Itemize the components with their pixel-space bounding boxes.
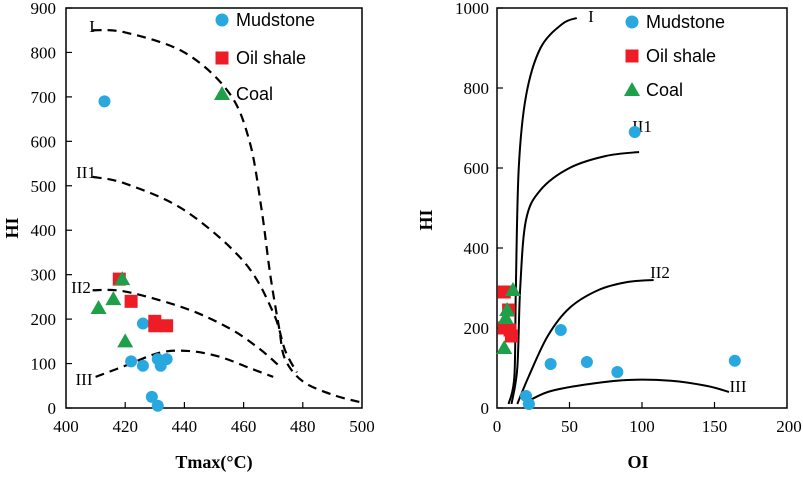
tmax-hi-chart: I II1 II2 III 0 100 200 300 400 500 600 700 800 900 4… — [2, 0, 375, 473]
y-tick-label: 400 — [464, 239, 490, 258]
legend-label: Mudstone — [236, 10, 315, 30]
y-tick-label: 200 — [31, 310, 57, 329]
coal-point — [105, 291, 122, 306]
y-tick-label: 300 — [31, 266, 57, 285]
x-tick-label: 440 — [172, 417, 198, 436]
y-tick-label: 600 — [464, 159, 490, 178]
left-y-axis-label: HI — [2, 217, 22, 238]
legend-label: Oil shale — [646, 46, 716, 66]
curve-label: III — [730, 377, 747, 396]
mudstone-point — [580, 356, 593, 368]
legend-oil-shale-marker — [215, 51, 229, 65]
x-tick-label: 400 — [53, 417, 79, 436]
boundary-curve-i — [507, 17, 578, 405]
legend-label: Coal — [236, 84, 273, 104]
x-tick-label: 200 — [776, 417, 802, 436]
boundary-curve-ii1 — [510, 151, 640, 405]
y-tick-label: 200 — [464, 319, 490, 338]
boundary-curve-ii2 — [92, 288, 280, 367]
y-tick-label: 700 — [31, 88, 57, 107]
right-data-points — [496, 126, 741, 410]
mudstone-point — [145, 390, 158, 403]
right-legend: Mudstone Oil shale Coal — [624, 12, 725, 100]
coal-point — [504, 282, 521, 296]
coal-point — [117, 333, 134, 348]
mudstone-point — [151, 399, 164, 412]
right-y-axis-label: HI — [416, 209, 436, 230]
mudstone-point — [554, 324, 567, 336]
oil-shale-point — [124, 294, 138, 308]
legend-label: Coal — [646, 80, 683, 100]
y-tick-label: 900 — [31, 0, 57, 18]
legend-mudstone-marker — [625, 15, 639, 29]
oil-shale-point — [505, 329, 518, 343]
coal-point — [90, 300, 107, 314]
coal-point — [499, 302, 516, 316]
left-plot-frame — [65, 7, 363, 409]
boundary-curve-ii2 — [516, 279, 654, 405]
curve-label: II2 — [650, 263, 670, 282]
y-tick-label: 0 — [48, 399, 57, 418]
boundary-curve-ii1 — [92, 175, 298, 373]
left-boundary-curves: I II1 II2 III — [71, 17, 363, 404]
coal-point — [497, 310, 514, 324]
mudstone-point — [728, 354, 741, 367]
oil-shale-point — [148, 319, 162, 333]
y-tick-label: 500 — [31, 177, 57, 196]
y-tick-label: 0 — [481, 399, 490, 418]
left-axis-ticks: 0 100 200 300 400 500 600 700 800 900 400 420 440 460… — [31, 0, 375, 436]
y-tick-label: 800 — [31, 43, 57, 62]
legend-mudstone-marker — [215, 13, 229, 27]
y-tick-label: 800 — [464, 79, 490, 98]
curve-label: III — [76, 370, 93, 389]
boundary-curve-i — [92, 28, 363, 404]
left-legend: Mudstone Oil shale Coal — [214, 10, 315, 104]
x-tick-label: 100 — [629, 417, 655, 436]
right-x-axis-label: OI — [627, 452, 648, 472]
mudstone-point — [544, 358, 557, 370]
x-tick-label: 500 — [349, 417, 375, 436]
coal-point — [496, 340, 513, 354]
coal-point — [114, 271, 131, 286]
y-tick-label: 600 — [31, 132, 57, 151]
mudstone-point — [151, 353, 164, 366]
mudstone-point — [611, 366, 624, 378]
legend-coal-marker — [624, 82, 640, 96]
legend-label: Oil shale — [236, 48, 306, 68]
boundary-curve-iii — [95, 349, 274, 378]
legend-oil-shale-marker — [625, 49, 639, 63]
right-axis-ticks: 0 200 400 600 800 1000 0 50 100 150 200 — [455, 0, 802, 436]
x-tick-label: 0 — [493, 417, 502, 436]
curve-label: II1 — [76, 163, 96, 182]
x-tick-label: 420 — [112, 417, 138, 436]
mudstone-point — [136, 359, 149, 372]
mudstone-point — [160, 353, 173, 366]
curve-label: II2 — [71, 278, 91, 297]
legend-coal-marker — [214, 86, 230, 100]
mudstone-point — [136, 317, 149, 330]
y-tick-label: 100 — [31, 355, 57, 374]
curve-label: I — [588, 7, 594, 26]
mudstone-point — [628, 126, 641, 138]
oil-shale-point — [160, 319, 174, 333]
y-tick-label: 400 — [31, 221, 57, 240]
curve-label: I — [89, 17, 95, 36]
legend-label: Mudstone — [646, 12, 725, 32]
mudstone-point — [125, 355, 138, 368]
mudstone-point — [522, 398, 535, 410]
left-data-points — [90, 95, 174, 412]
left-x-axis-label: Tmax(°C) — [175, 452, 252, 473]
mudstone-point — [98, 95, 111, 108]
x-tick-label: 480 — [290, 417, 316, 436]
y-tick-label: 1000 — [455, 0, 489, 18]
x-tick-label: 150 — [702, 417, 728, 436]
x-tick-label: 50 — [561, 417, 578, 436]
x-tick-label: 460 — [231, 417, 257, 436]
boundary-curve-iii — [522, 378, 730, 405]
